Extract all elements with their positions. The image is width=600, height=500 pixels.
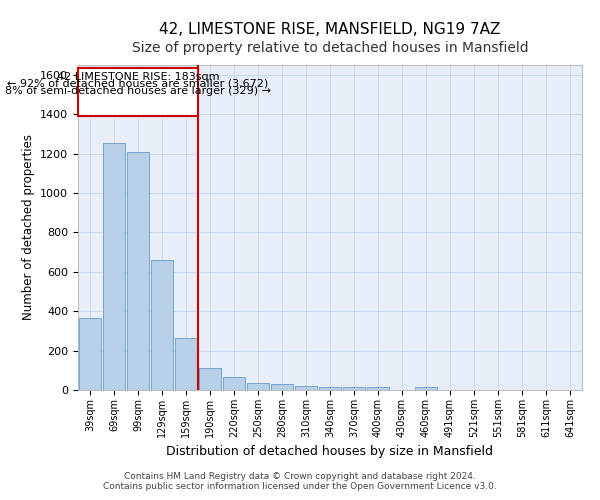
Text: Contains public sector information licensed under the Open Government Licence v3: Contains public sector information licen…: [103, 482, 497, 491]
Bar: [151, 260, 173, 390]
Bar: [247, 382, 269, 390]
Text: 8% of semi-detached houses are larger (329) →: 8% of semi-detached houses are larger (3…: [5, 86, 271, 96]
Bar: [127, 152, 149, 390]
Bar: [271, 384, 293, 390]
Bar: [319, 387, 341, 390]
Text: 42, LIMESTONE RISE, MANSFIELD, NG19 7AZ: 42, LIMESTONE RISE, MANSFIELD, NG19 7AZ: [160, 22, 500, 38]
Bar: [415, 388, 437, 390]
Text: 42 LIMESTONE RISE: 183sqm: 42 LIMESTONE RISE: 183sqm: [57, 72, 219, 82]
Bar: [295, 386, 317, 390]
Bar: [103, 143, 125, 390]
Bar: [79, 318, 101, 390]
Text: Size of property relative to detached houses in Mansfield: Size of property relative to detached ho…: [131, 41, 529, 55]
Bar: [343, 387, 365, 390]
Bar: [223, 376, 245, 390]
Bar: [199, 368, 221, 390]
Y-axis label: Number of detached properties: Number of detached properties: [22, 134, 35, 320]
Text: Contains HM Land Registry data © Crown copyright and database right 2024.: Contains HM Land Registry data © Crown c…: [124, 472, 476, 481]
X-axis label: Distribution of detached houses by size in Mansfield: Distribution of detached houses by size …: [167, 446, 493, 458]
Text: ← 92% of detached houses are smaller (3,672): ← 92% of detached houses are smaller (3,…: [7, 79, 269, 89]
Bar: [175, 338, 197, 390]
Bar: [367, 388, 389, 390]
FancyBboxPatch shape: [78, 68, 198, 116]
